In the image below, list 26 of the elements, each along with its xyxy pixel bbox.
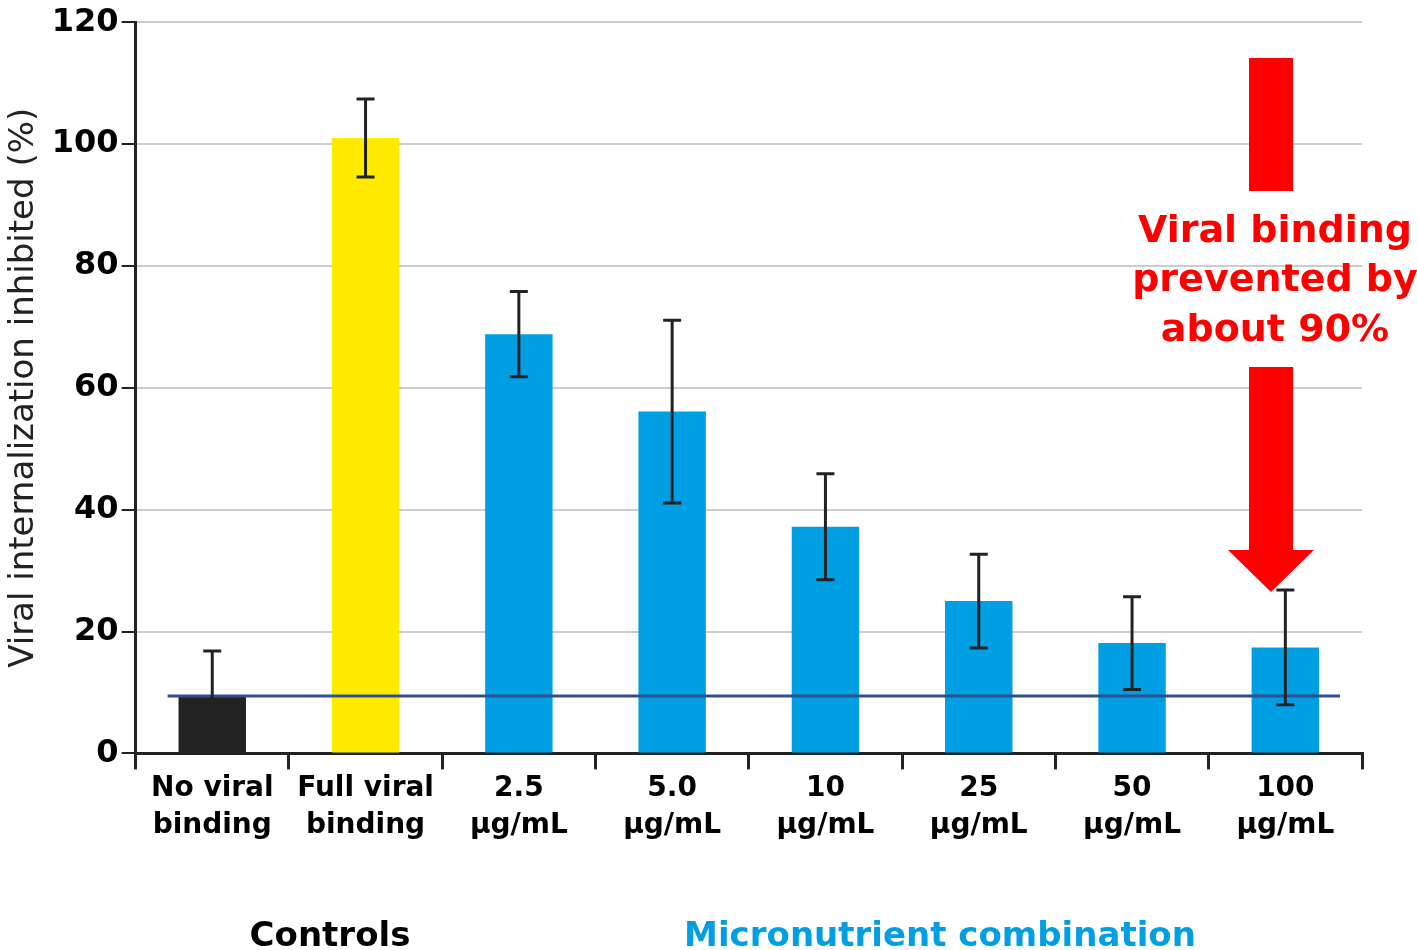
x-tick-label: 100 µg/mL [1236, 769, 1335, 841]
x-tick-label: Full viral binding [297, 769, 434, 841]
x-tick-label: 2.5 µg/mL [469, 769, 568, 841]
x-tick-label: 5.0 µg/mL [623, 769, 722, 841]
text: Controls [248, 913, 412, 950]
y-tick-label: 0 [96, 731, 119, 770]
x-tick-label: 50 µg/mL [1083, 769, 1182, 841]
x-tick-label: No viral binding [150, 769, 274, 841]
x-tick-label: 10 µg/mL [776, 769, 875, 841]
y-tick-label: 100 [51, 122, 119, 161]
x-tick-label: 25 µg/mL [929, 769, 1028, 841]
y-axis-title: Viral internalization inhibited (%) [1, 107, 42, 668]
bar [945, 601, 1013, 753]
bar [485, 334, 553, 753]
bar [331, 137, 400, 753]
y-tick-label: 80 [74, 244, 119, 283]
y-tick-label: 20 [74, 609, 119, 648]
annotation: Viral binding prevented by about 90% [1131, 206, 1417, 352]
bar [1251, 647, 1320, 753]
y-tick-label: 40 [74, 487, 119, 526]
text: Micronutrient combination [683, 913, 1197, 950]
bar [638, 411, 706, 753]
y-tick-label: 120 [51, 0, 119, 39]
bar [791, 526, 860, 753]
bar [1098, 643, 1166, 753]
y-tick-label: 60 [74, 366, 119, 405]
